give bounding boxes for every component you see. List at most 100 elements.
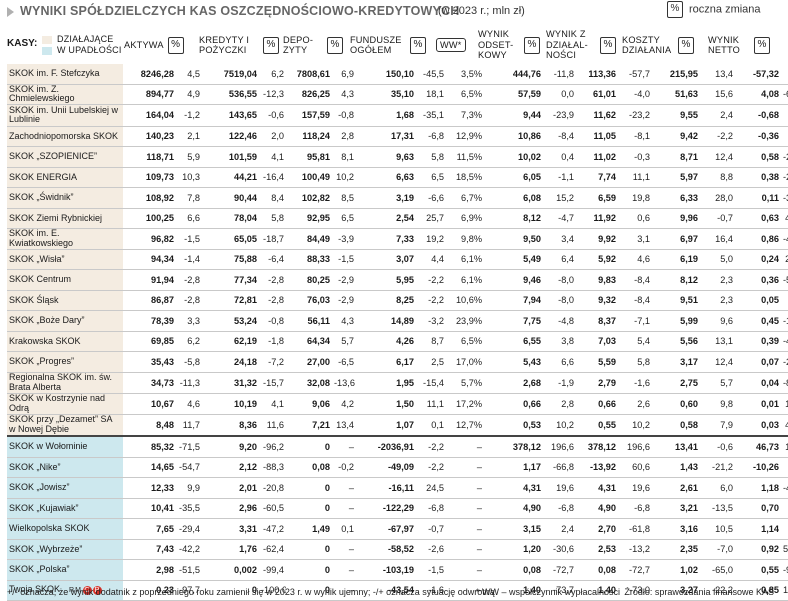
cell-ww: 23,9% xyxy=(446,310,492,332)
cell-odsetkowy: 378,12 xyxy=(492,435,543,458)
table-row: Regionalna SKOK im. św. Brata Alberta 34,… xyxy=(7,372,788,394)
cell-depozyty: 95,81 xyxy=(286,146,332,168)
cell-kredyty: 101,59 xyxy=(202,146,259,168)
kasa-name-label: Krakowska SKOK xyxy=(9,335,81,346)
cell-koszty: 1,02 xyxy=(652,559,700,581)
cell-fundusze-change: 25,7 xyxy=(416,208,446,229)
table-row: Krakowska SKOK 69,85 6,2 62,19 -1,8 64,34 5,7 4… xyxy=(7,331,788,352)
cell-kredyty-change: 5,8 xyxy=(259,208,286,229)
cell-depozyty-change: – xyxy=(332,477,356,499)
kasa-name-label: SKOK Śląsk xyxy=(9,294,59,305)
cell-fundusze-change: -0,7 xyxy=(416,518,446,540)
cell-odsetkowy: 9,50 xyxy=(492,228,543,250)
kasa-name-label: Wielkopolska SKOK xyxy=(9,523,90,533)
cell-dzial: 2,70 xyxy=(576,518,618,540)
cell-netto: 0,85 xyxy=(735,580,781,601)
cell-kredyty-change: 4,1 xyxy=(259,146,286,168)
cell-dzial: 6,59 xyxy=(576,187,618,209)
cell-depozyty: 7808,61 xyxy=(286,64,332,85)
cell-netto: 0,55 xyxy=(735,559,781,581)
cell-aktywa-change: 7,8 xyxy=(176,187,202,209)
cell-fundusze-change: 8,7 xyxy=(416,331,446,352)
cell-depozyty: 32,08 xyxy=(286,372,332,394)
cell-koszty: 1,43 xyxy=(652,457,700,478)
cell-netto-change: -46,1 xyxy=(781,477,788,499)
cell-odsetkowy: 7,94 xyxy=(492,290,543,311)
cell-kredyty-change: -60,5 xyxy=(259,498,286,519)
cell-koszty: 3,17 xyxy=(652,351,700,373)
kasa-name-label: SKOK „Kujawiak” xyxy=(9,502,79,513)
cell-fundusze: 1,95 xyxy=(356,372,416,394)
cell-fundusze: 8,25 xyxy=(356,290,416,311)
kasa-name: SKOK „SZOPIENICE” xyxy=(7,146,124,168)
table-row: SKOK Ziemi Rybnickiej 100,25 6,6 78,04 5,8 92… xyxy=(7,208,788,229)
percent-box-icon: % xyxy=(678,36,694,54)
results-table-body: SKOK im. F. Stefczyka 8246,28 4,5 7519,04 6,… xyxy=(7,64,788,601)
cell-fundusze: 3,19 xyxy=(356,187,416,209)
cell-aktywa: 109,73 xyxy=(123,167,176,188)
cell-netto-change: +/- xyxy=(781,64,788,85)
cell-dzial: 9,92 xyxy=(576,228,618,250)
cell-aktywa-change: 10,3 xyxy=(176,167,202,188)
cell-dzial: 5,59 xyxy=(576,351,618,373)
cell-depozyty-change: – xyxy=(332,435,356,458)
cell-netto-change: -114,0 xyxy=(781,310,788,332)
cell-odsetkowy: 6,05 xyxy=(492,167,543,188)
cell-netto: 0,01 xyxy=(735,393,781,415)
cell-dzial-change: -7,1 xyxy=(618,310,652,332)
kasa-name-label: Regionalna SKOK im. św. Brata Alberta xyxy=(9,372,113,392)
cell-ww: 6,1% xyxy=(446,269,492,291)
cell-koszty-change: 2,3 xyxy=(700,290,735,311)
cell-odsetkowy: 5,49 xyxy=(492,249,543,270)
cell-netto: 0,63 xyxy=(735,208,781,229)
cell-odsetkowy-change: -30,6 xyxy=(543,539,576,560)
cell-dzial-change: -1,6 xyxy=(618,372,652,394)
cell-depozyty: 1,49 xyxy=(286,518,332,540)
cell-kredyty-change: -2,8 xyxy=(259,269,286,291)
cell-depozyty: 9,06 xyxy=(286,393,332,415)
kasa-name: SKOK „Wybrzeże” xyxy=(7,539,124,560)
cell-koszty-change: 16,4 xyxy=(700,228,735,250)
cell-aktywa: 78,39 xyxy=(123,310,176,332)
cell-kredyty-change: -15,7 xyxy=(259,372,286,394)
cell-ww: 10,6% xyxy=(446,290,492,311)
cell-dzial: 11,92 xyxy=(576,208,618,229)
cell-aktywa-change: 3,3 xyxy=(176,310,202,332)
cell-kredyty: 536,55 xyxy=(202,84,259,105)
cell-depozyty-change: – xyxy=(332,580,356,601)
cell-fundusze: -2036,91 xyxy=(356,435,416,458)
cell-dzial: 9,83 xyxy=(576,269,618,291)
kasa-name-label: SKOK „Nike” xyxy=(9,461,61,472)
cell-odsetkowy-change: -8,0 xyxy=(543,290,576,311)
cell-odsetkowy: 10,86 xyxy=(492,126,543,147)
cell-dzial-change: -8,4 xyxy=(618,290,652,311)
cell-koszty-change: 9,8 xyxy=(700,393,735,415)
percent-box-icon: % xyxy=(167,36,184,54)
cell-odsetkowy-change: 0,0 xyxy=(543,84,576,105)
kasy-label: KASY: xyxy=(7,38,38,49)
cell-fundusze: -122,29 xyxy=(356,498,416,519)
cell-aktywa-change: 6,2 xyxy=(176,331,202,352)
cell-aktywa-change: -2,8 xyxy=(176,290,202,311)
cell-dzial-change: 196,6 xyxy=(618,435,652,458)
kasa-name: SKOK w Kostrzynie nad Odrą xyxy=(7,393,124,415)
cell-aktywa-change: -11,3 xyxy=(176,372,202,394)
results-table: SKOK im. F. Stefczyka 8246,28 4,5 7519,04 6,… xyxy=(7,64,788,601)
cell-depozyty: 64,34 xyxy=(286,331,332,352)
cell-dzial: 7,03 xyxy=(576,331,618,352)
cell-depozyty-change: – xyxy=(332,498,356,519)
cell-ww: – xyxy=(446,559,492,581)
cell-netto-change: -28,7 xyxy=(781,351,788,373)
cell-kredyty: 2,01 xyxy=(202,477,259,499)
cell-netto: 0,70 xyxy=(735,498,781,519)
cell-koszty: 5,97 xyxy=(652,167,700,188)
cell-odsetkowy-change: 3,4 xyxy=(543,228,576,250)
cell-ww: 6,7% xyxy=(446,187,492,209)
cell-aktywa-change: 4,9 xyxy=(176,84,202,105)
cell-netto-change: 47,8 xyxy=(781,208,788,229)
cell-fundusze-change: 2,5 xyxy=(416,351,446,373)
cell-koszty-change: 8,8 xyxy=(700,167,735,188)
cell-fundusze: 4,26 xyxy=(356,331,416,352)
cell-ww: 12,7% xyxy=(446,414,492,437)
cell-dzial-change: -57,7 xyxy=(618,64,652,85)
